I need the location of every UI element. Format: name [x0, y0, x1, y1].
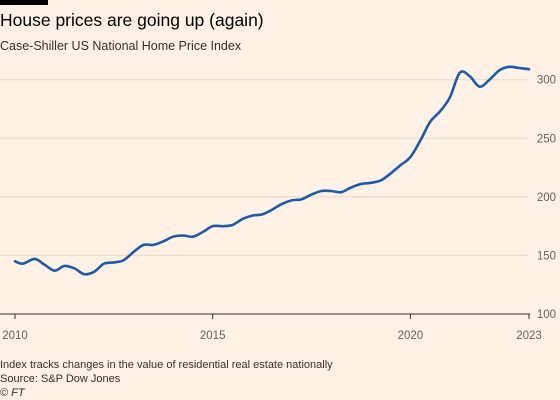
y-tick-label: 200: [537, 192, 556, 204]
y-tick-label: 300: [537, 75, 556, 87]
chart-title: House prices are going up (again): [0, 10, 264, 30]
x-tick-label: 2015: [200, 330, 226, 342]
series-line: [13, 65, 531, 276]
line-chart: 100 150 200 250 300 2010 2015 2020 2023: [0, 65, 556, 342]
y-tick-label: 150: [537, 250, 556, 262]
footnote: Index tracks changes in the value of res…: [0, 359, 333, 371]
top-accent-bar: [0, 0, 48, 5]
x-tick-label: 2023: [516, 330, 542, 342]
y-tick-label: 100: [537, 309, 556, 321]
ft-credit: © FT: [0, 387, 25, 399]
gridlines: [0, 79, 529, 256]
y-axis-labels: 100 150 200 250 300: [537, 75, 556, 321]
x-tick-label: 2020: [398, 330, 424, 342]
x-tick-label: 2010: [2, 330, 28, 342]
y-tick-label: 250: [537, 133, 556, 145]
x-axis-ticks: 2010 2015 2020 2023: [2, 314, 542, 342]
chart-subtitle: Case-Shiller US National Home Price Inde…: [0, 39, 242, 53]
source-note: Source: S&P Dow Jones: [0, 373, 121, 385]
